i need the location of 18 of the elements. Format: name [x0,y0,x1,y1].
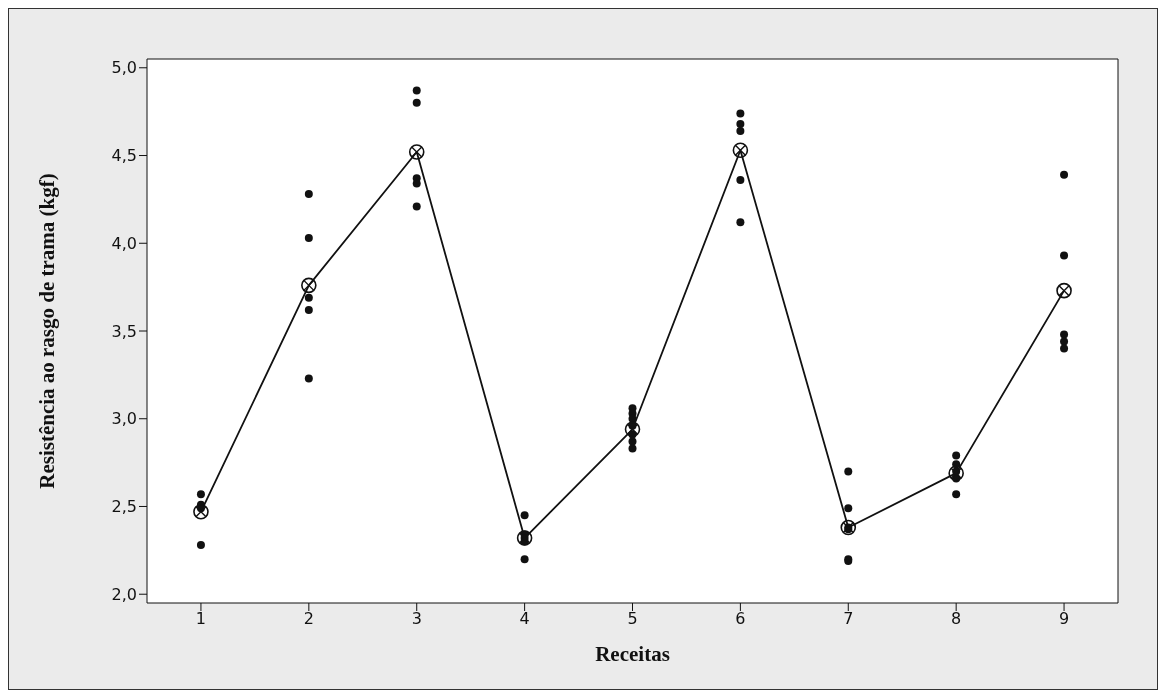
x-tick-label: 7 [843,609,854,629]
y-tick-label: 4,5 [111,146,137,166]
y-tick-label: 2,0 [111,584,137,604]
y-tick-label: 3,0 [111,409,137,429]
x-tick-label: 3 [411,609,422,629]
y-tick-label: 4,0 [111,233,137,253]
x-tick-label: 1 [195,609,207,629]
x-tick-label: 6 [735,609,746,629]
x-axis-title: Receitas [595,642,670,666]
y-tick-label: 5,0 [111,58,137,78]
x-tick-label: 2 [303,609,314,629]
x-tick-label: 9 [1058,609,1070,629]
x-tick-label: 5 [627,609,638,629]
y-axis-title: Resistência ao rasgo de trama (kgf) [35,173,60,489]
x-tick-label: 8 [951,609,962,629]
y-tick-label: 3,5 [111,321,137,341]
y-tick-label: 2,5 [111,497,137,517]
x-tick-label: 4 [519,609,530,629]
